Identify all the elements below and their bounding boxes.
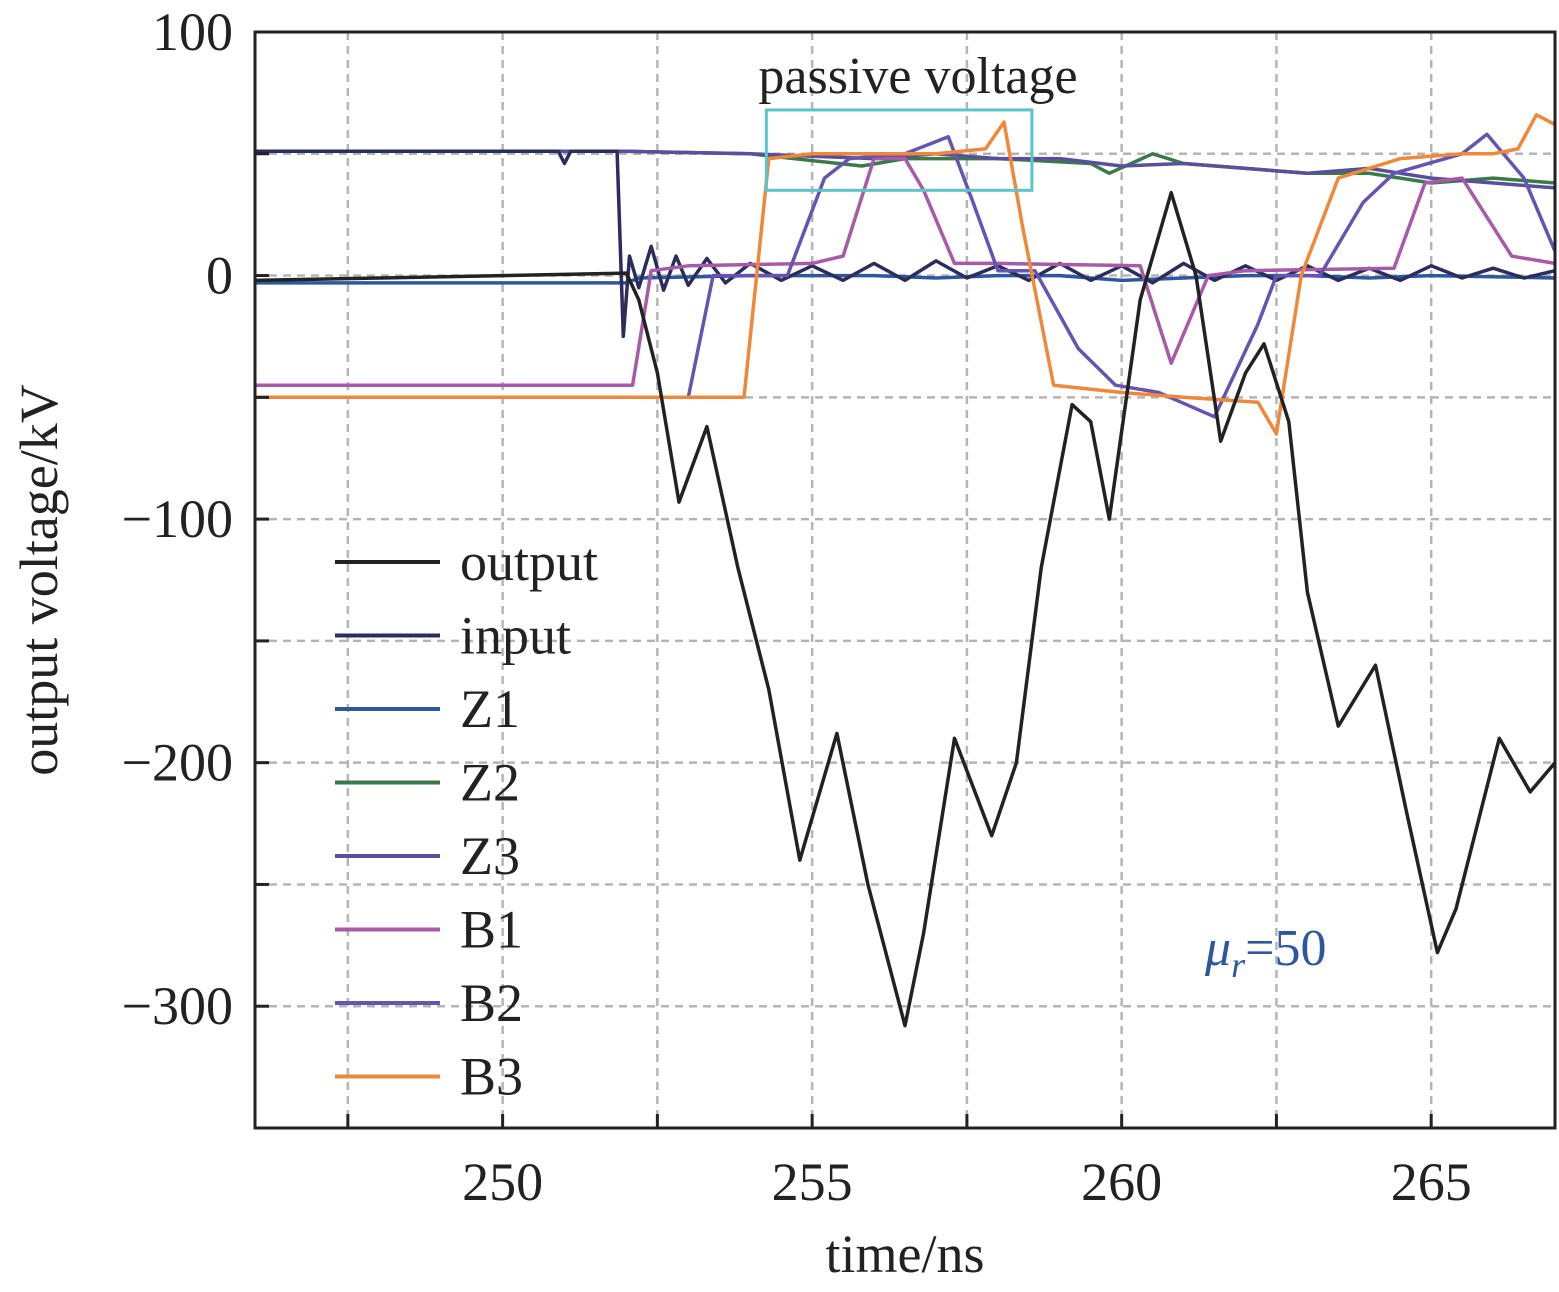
y-tick-label: −300 [122,976,233,1036]
x-tick-label: 260 [1081,1152,1162,1212]
legend-label-B2: B2 [460,973,523,1033]
mu-symbol: μ [1204,920,1231,977]
y-tick-label: −200 [122,733,233,793]
ticks: 250 255 260 265 100 0 −100 −200 −300 [122,2,1472,1212]
series-lines [254,113,1557,1028]
passive-voltage-box [764,108,1034,192]
series-line-B1 [255,156,1556,387]
y-tick-label: 100 [152,2,233,62]
legend-label-B3: B3 [460,1047,523,1107]
series-line-output [254,190,1557,1028]
legend: output input Z1 Z2 Z3 B1 B2 B3 [335,532,598,1107]
series-line-Z2 [255,149,1556,185]
series-line-B3 [255,113,1556,436]
x-tick-label: 265 [1391,1152,1472,1212]
legend-label-Z2: Z2 [460,753,520,813]
series-line-input [255,149,1556,339]
y-tick-label: −100 [122,489,233,549]
mu-value: =50 [1245,920,1326,977]
legend-label-output: output [460,532,598,592]
x-axis-label: time/ns [826,1224,985,1284]
legend-label-B1: B1 [460,900,523,960]
series-line-B2 [255,132,1557,419]
legend-label-input: input [460,606,571,666]
plot-frame [253,30,1557,1130]
passive-voltage-label: passive voltage [758,48,1077,105]
mu-subscript: r [1231,945,1246,985]
legend-label-Z3: Z3 [460,826,520,886]
grid [255,30,1555,1130]
x-tick-label: 250 [462,1152,543,1212]
legend-label-Z1: Z1 [460,679,520,739]
y-axis-label: output voltage/kV [9,384,69,775]
x-tick-label: 255 [772,1152,853,1212]
mu-annotation: μr=50 [1204,920,1326,985]
y-tick-label: 0 [206,246,233,306]
